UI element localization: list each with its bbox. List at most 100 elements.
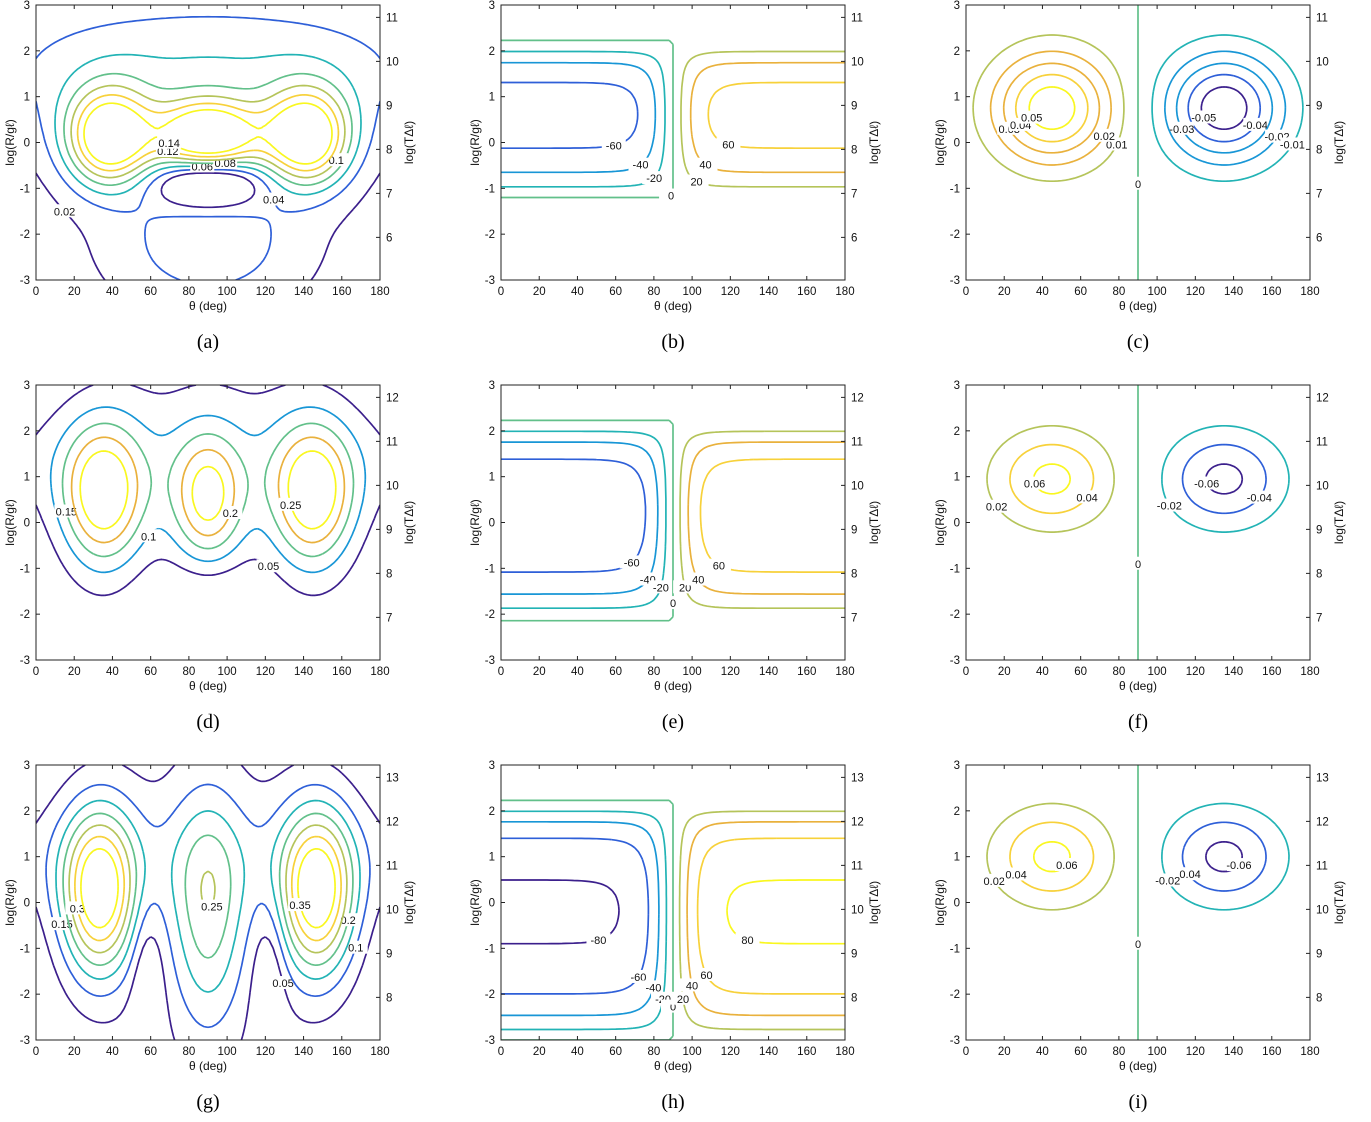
contour-label-bg: [1247, 490, 1272, 504]
y-tick-label: 3: [24, 0, 30, 12]
contour-level-0: [501, 799, 674, 1040]
y-tick-label: -3: [950, 655, 960, 667]
y2-axis-label: log(TΔℓ): [402, 501, 416, 544]
panel-caption: (a): [197, 331, 219, 353]
contour-label: 0.01: [1106, 139, 1127, 151]
contour-label: 0.15: [56, 506, 77, 518]
x-tick-label: 0: [963, 1046, 969, 1058]
contour-label: 0.14: [158, 138, 179, 150]
y-tick-label: 0: [954, 138, 960, 150]
x-tick-label: 180: [835, 1046, 854, 1058]
x-axis-label: θ (deg): [189, 1059, 227, 1073]
contour-label: 0.02: [1094, 131, 1115, 143]
y2-axis-label: log(TΔℓ): [867, 501, 881, 544]
contour-lines: -0.06 -0.04-0.02 0 0.020.04 0.06: [982, 765, 1290, 1040]
axes-box: [35, 4, 381, 281]
contour-label-bg: [661, 596, 685, 610]
x-tick-label: 0: [963, 666, 969, 678]
y2-tick-label: 8: [1316, 568, 1322, 580]
y2-tick-label: 9: [851, 524, 857, 536]
x-tick-label: 40: [106, 1046, 119, 1058]
y-tick-label: -1: [485, 183, 495, 195]
y2-axis-label: log(TΔℓ): [402, 881, 416, 924]
y2-axis-label: log(TΔℓ): [1332, 501, 1346, 544]
y-tick-label: 0: [954, 518, 960, 530]
x-tick-label: 20: [533, 286, 546, 298]
y-tick-label: -2: [20, 609, 30, 621]
contour-label-bg: [1194, 476, 1219, 490]
contour-label: -0.02: [1157, 501, 1182, 513]
y-tick-label: 0: [489, 138, 495, 150]
y-tick-label: 1: [24, 92, 30, 104]
x-tick-label: 80: [647, 1046, 660, 1058]
contour-label-bg: [1092, 128, 1117, 142]
contour-label: 0.05: [272, 978, 293, 990]
x-tick-label: 20: [533, 666, 546, 678]
y2-axis-label: log(TΔℓ): [1332, 121, 1346, 164]
y-tick-label: 3: [954, 380, 960, 392]
contour-label-bg: [157, 135, 182, 149]
y-tick-label: 0: [954, 898, 960, 910]
y2-tick-label: 8: [386, 568, 392, 580]
contour-label-bg: [626, 969, 651, 983]
contour-label: 0.08: [214, 158, 235, 170]
contour-label-bg: [261, 192, 286, 206]
contour-label: -0.01: [1280, 139, 1305, 151]
y2-tick-label: 11: [851, 436, 863, 448]
y2-tick-label: 11: [386, 12, 398, 24]
contour-label-bg: [1126, 556, 1150, 570]
y2-tick-label: 13: [386, 772, 399, 784]
y-tick-label: 2: [24, 806, 30, 818]
x-tick-label: 120: [721, 1046, 740, 1058]
contour-lines: -60 -40-20 0 20 40 60: [501, 39, 845, 203]
y2-tick-label: 10: [386, 904, 399, 916]
x-tick-label: 80: [182, 1046, 195, 1058]
contour-label: 0.25: [201, 902, 222, 914]
contour-level--40: [501, 820, 660, 1017]
contour-lines: 0.05 0.1 0.15 0.2 0.25 0.3 0.35: [36, 765, 380, 1040]
contour-label-bg: [642, 171, 667, 185]
y2-tick-label: 8: [851, 992, 857, 1004]
contour-label-bg: [982, 873, 1007, 887]
contour-level-0.02: [989, 50, 1112, 166]
contour-level-0.3: [74, 835, 342, 942]
y-axis-label: log(R/gℓ): [468, 499, 482, 546]
y2-tick-label: 12: [386, 392, 399, 404]
x-tick-label: 40: [106, 666, 119, 678]
contour-lines: 0.02 0.04 0.06 0.08 0.1 0.120.14: [36, 15, 380, 280]
contour-label: -0.06: [1194, 478, 1219, 490]
y2-tick-label: 9: [1316, 948, 1322, 960]
contour-level-0.25: [79, 450, 337, 530]
x-tick-label: 80: [1112, 286, 1125, 298]
y-tick-label: -3: [950, 1035, 960, 1047]
x-tick-label: 160: [332, 286, 351, 298]
panel-caption: (c): [1127, 331, 1149, 353]
y-tick-label: 2: [24, 426, 30, 438]
contour-label-bg: [1226, 858, 1251, 872]
y2-tick-label: 10: [851, 56, 864, 68]
y-tick-label: -3: [485, 275, 495, 287]
y-tick-label: -2: [485, 229, 495, 241]
contour-level-60: [699, 458, 845, 573]
y-tick-label: 3: [24, 380, 30, 392]
contour-level--0.02: [1161, 802, 1290, 911]
y2-tick-label: 11: [386, 860, 398, 872]
y-tick-label: 0: [24, 518, 30, 530]
y2-tick-label: 10: [1316, 904, 1329, 916]
contour-label: 0.02: [986, 502, 1007, 514]
contour-label-bg: [586, 933, 611, 947]
contour-label-bg: [628, 157, 653, 171]
contour-label: -0.06: [1226, 860, 1251, 872]
y-tick-label: 2: [489, 46, 495, 58]
x-tick-label: 20: [68, 666, 81, 678]
contour-label-bg: [1126, 936, 1150, 950]
contour-level-0.15: [61, 422, 355, 558]
y-tick-label: -2: [20, 989, 30, 1001]
x-tick-label: 40: [571, 666, 584, 678]
contour-level--20: [501, 810, 668, 1031]
y-tick-label: -1: [950, 183, 960, 195]
x-tick-label: 140: [294, 1046, 313, 1058]
y2-tick-label: 8: [851, 568, 857, 580]
y2-tick-label: 9: [386, 524, 392, 536]
